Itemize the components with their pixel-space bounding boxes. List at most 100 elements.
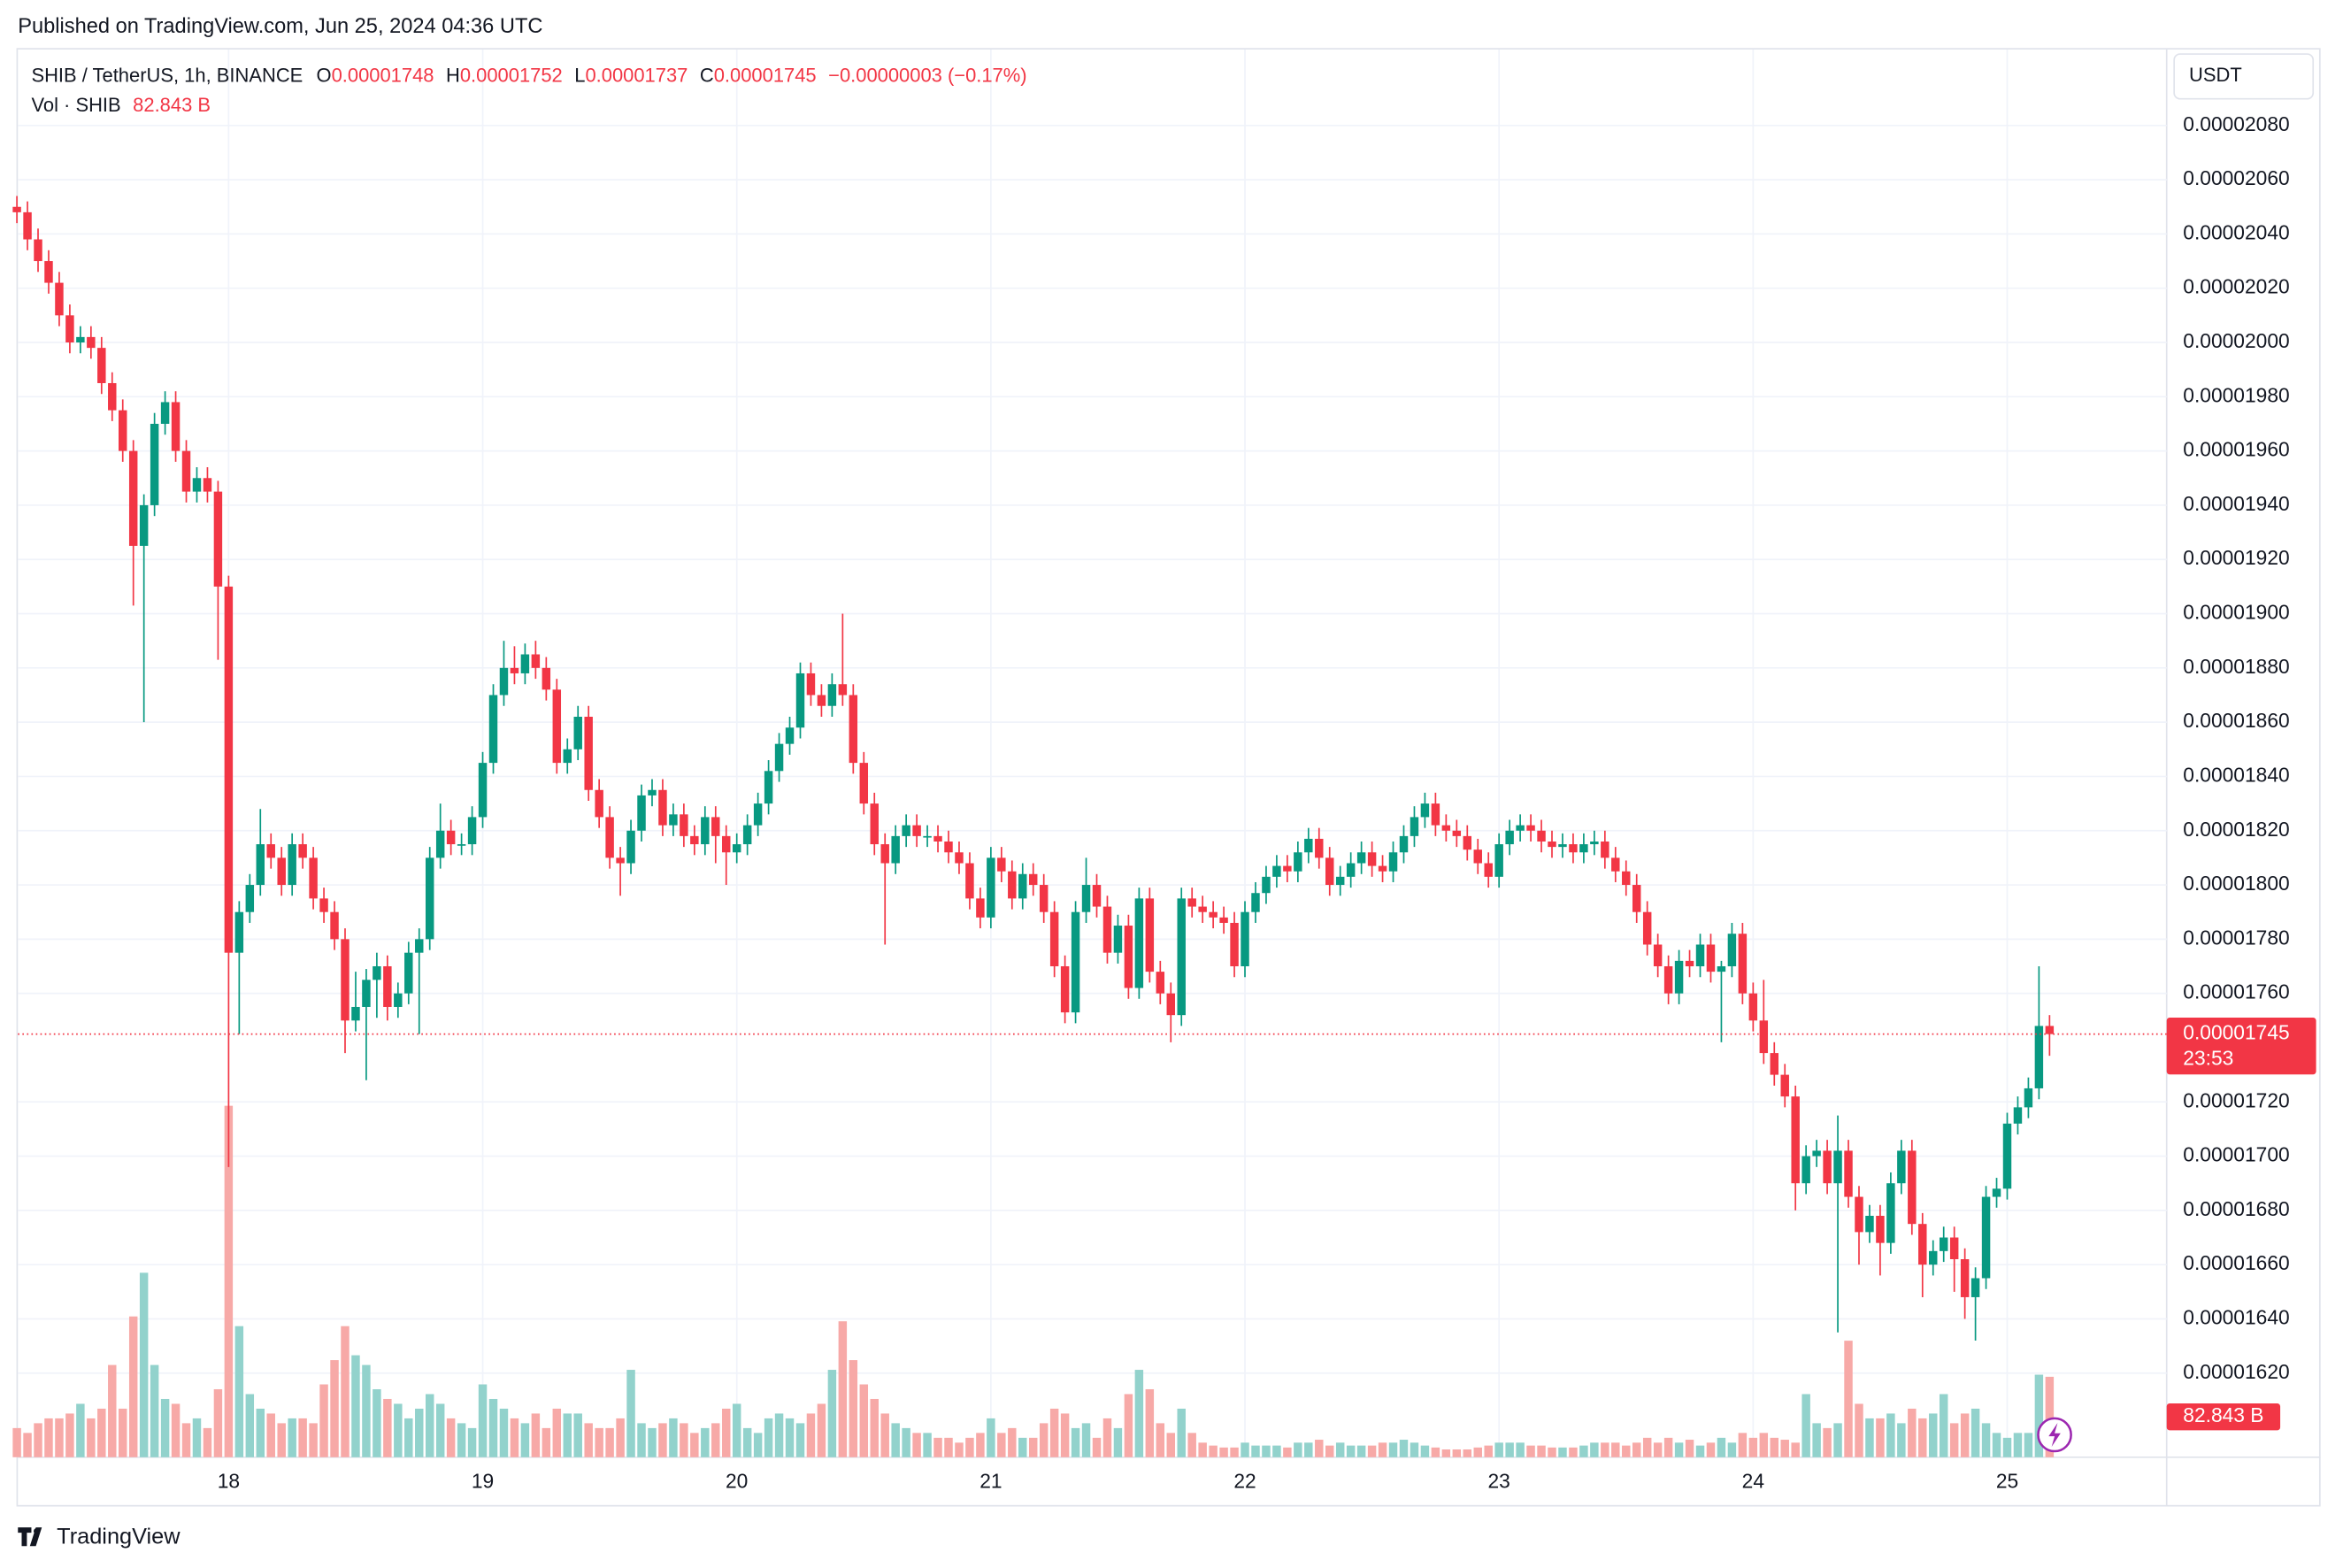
candle-body	[467, 817, 477, 845]
candle-body	[2013, 1107, 2023, 1124]
candle-body	[1791, 1096, 1800, 1184]
volume-bar	[1028, 1437, 1038, 1457]
candle-body	[933, 835, 942, 842]
candle-body	[880, 844, 889, 864]
candle-body	[605, 817, 614, 858]
volume-bar	[1367, 1445, 1377, 1457]
volume-bar	[224, 1105, 234, 1457]
published-note: Published on TradingView.com, Jun 25, 20…	[18, 15, 542, 38]
volume-bar	[478, 1384, 488, 1457]
volume-bar	[1294, 1442, 1302, 1457]
candle-body	[1622, 871, 1631, 886]
currency-button[interactable]	[2173, 53, 2315, 100]
volume-bar	[1241, 1442, 1249, 1457]
candle-body	[827, 684, 837, 706]
currency-label[interactable]: USDT	[2189, 64, 2242, 86]
candle-body	[648, 789, 657, 796]
candle-body	[1219, 917, 1228, 923]
volume-bar	[1473, 1447, 1482, 1457]
candle-body	[753, 803, 763, 826]
volume-bar	[415, 1408, 424, 1457]
candle-body	[256, 844, 265, 886]
candle-body	[351, 1006, 360, 1021]
volume-bar	[1102, 1418, 1112, 1457]
candle-body	[435, 830, 445, 858]
candle-body	[171, 402, 181, 451]
candle-body	[192, 478, 202, 492]
candle-body	[76, 336, 85, 343]
candle-body	[1823, 1150, 1832, 1184]
candle-body	[1929, 1250, 1938, 1265]
volume-bar	[1548, 1447, 1556, 1457]
candle-body	[1335, 876, 1345, 886]
volume-bar	[213, 1388, 223, 1457]
volume-bar	[1558, 1447, 1567, 1457]
volume-bar	[1388, 1442, 1398, 1457]
candle-body	[1642, 911, 1652, 945]
candle-body	[2045, 1026, 2055, 1034]
y-tick-label: 0.00001640	[2183, 1305, 2289, 1328]
volume-value: 82.843 B	[133, 94, 211, 116]
volume-bar	[933, 1437, 942, 1457]
volume-bar	[1526, 1445, 1535, 1457]
volume-bar	[997, 1433, 1006, 1457]
grid	[18, 49, 2167, 1457]
bolt-icon[interactable]	[2037, 1417, 2072, 1453]
volume-bar	[1622, 1445, 1631, 1457]
volume-bar	[510, 1418, 519, 1457]
volume-bar	[1420, 1445, 1430, 1457]
candle-body	[1039, 885, 1049, 912]
volume-bar	[1484, 1445, 1493, 1457]
candle-body	[1452, 830, 1462, 836]
candle-body	[955, 852, 964, 864]
volume-bar	[2034, 1374, 2044, 1457]
candle-body	[65, 315, 74, 343]
candle-body	[1663, 965, 1673, 994]
volume-legend: Vol · SHIB 82.843 B	[31, 94, 211, 116]
candle-body	[160, 402, 170, 424]
volume-bar	[108, 1364, 117, 1457]
candle-body	[1230, 922, 1239, 966]
candle-body	[838, 684, 848, 696]
volume-bar	[309, 1423, 318, 1457]
candle-body	[1262, 876, 1271, 894]
candle-body	[404, 952, 413, 994]
icon-bolt[interactable]	[2048, 1422, 2061, 1447]
volume-bar	[1410, 1442, 1419, 1457]
candle-body	[213, 491, 223, 587]
candle-body	[277, 857, 286, 886]
candle-body	[1251, 893, 1260, 912]
candle-body	[1145, 898, 1155, 972]
volume-bar	[1071, 1427, 1080, 1457]
candle-body	[87, 336, 96, 349]
volume-bar	[1156, 1423, 1165, 1457]
volume-bar	[531, 1413, 541, 1457]
volume-bar	[1674, 1442, 1684, 1457]
candle-body	[97, 348, 106, 383]
candle-body	[1399, 835, 1409, 853]
candle-body	[616, 857, 625, 864]
candle-body	[44, 261, 53, 283]
candle-body	[1579, 844, 1588, 853]
candle-body	[870, 803, 879, 845]
volume-bar	[1346, 1445, 1356, 1457]
y-tick-label: 0.00001760	[2183, 980, 2289, 1003]
y-tick-label: 0.00001780	[2183, 926, 2289, 949]
volume-bar	[520, 1423, 530, 1457]
volume-bar	[1516, 1442, 1525, 1457]
candle-body	[1028, 873, 1038, 886]
candle-body	[1897, 1150, 1906, 1184]
candle-body	[1981, 1196, 1991, 1279]
volume-bar	[742, 1427, 752, 1457]
volume-bar	[1970, 1408, 1980, 1457]
candle-body	[1558, 844, 1567, 848]
volume-bar	[425, 1394, 434, 1457]
volume-bar	[181, 1423, 191, 1457]
volume-bar	[128, 1316, 138, 1457]
y-tick-label: 0.00001880	[2183, 655, 2289, 678]
volume-bar	[891, 1423, 900, 1457]
volume-bars	[12, 1105, 2055, 1457]
volume-bar	[44, 1418, 53, 1457]
close-value: 0.00001745	[714, 64, 817, 86]
volume-bar	[1081, 1423, 1091, 1457]
